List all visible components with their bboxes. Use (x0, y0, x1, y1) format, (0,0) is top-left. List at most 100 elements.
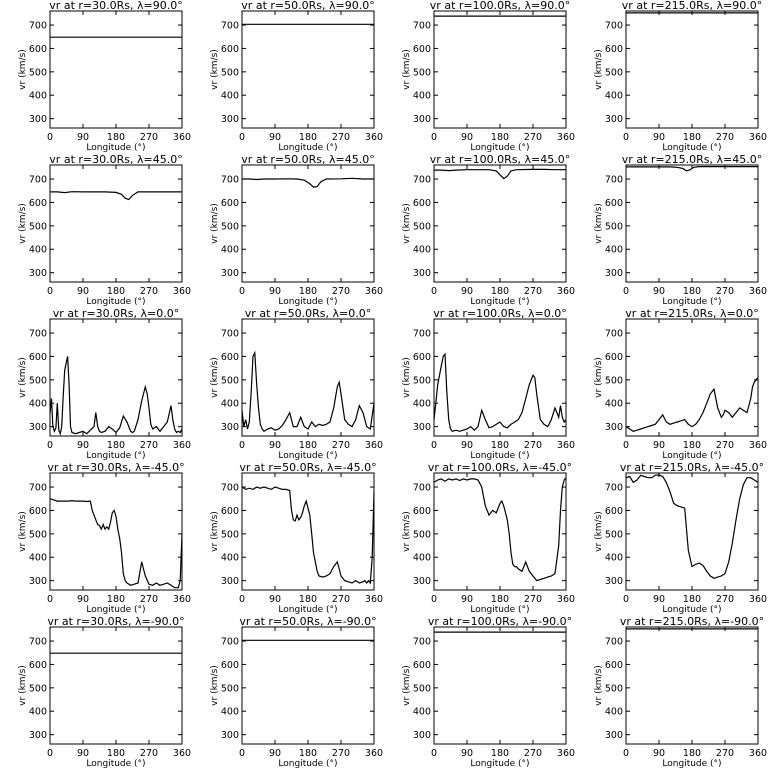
y-tick-label: 500 (221, 221, 239, 232)
x-tick-label: 0 (431, 286, 437, 297)
y-axis-label: vr (km/s) (402, 357, 412, 398)
plot-frame (625, 626, 759, 745)
plot-frame (241, 318, 375, 437)
y-tick-label: 700 (29, 329, 47, 340)
x-tick-label: 270 (332, 748, 350, 759)
plot-frame (49, 472, 183, 591)
y-tick-label: 500 (605, 221, 623, 232)
x-tick-label: 360 (749, 748, 767, 759)
x-tick-label: 270 (524, 132, 542, 143)
y-tick-label: 500 (29, 221, 47, 232)
y-axis-label: vr (km/s) (18, 49, 28, 90)
y-tick-label: 700 (221, 175, 239, 186)
x-tick-label: 360 (365, 594, 383, 605)
plot-frame (241, 10, 375, 129)
chart-title: vr at r=30.0Rs, λ=45.0° (49, 153, 182, 166)
y-tick-label: 300 (413, 730, 431, 741)
x-tick-label: 270 (716, 440, 734, 451)
plot-frame (241, 472, 375, 591)
y-tick-label: 500 (413, 221, 431, 232)
x-tick-label: 270 (140, 748, 158, 759)
y-tick-label: 500 (29, 529, 47, 540)
x-tick-label: 360 (365, 286, 383, 297)
plot-frame (433, 318, 567, 437)
y-tick-label: 400 (29, 553, 47, 564)
plot-frame (49, 10, 183, 129)
y-tick-label: 400 (605, 245, 623, 256)
x-tick-label: 270 (524, 748, 542, 759)
x-tick-label: 90 (77, 286, 89, 297)
x-tick-label: 90 (653, 440, 665, 451)
chart-panel: vr at r=100.0Rs, λ=90.0° 0 90 180 270 360 300 4… (402, 0, 575, 153)
x-tick-label: 270 (524, 440, 542, 451)
y-tick-label: 500 (29, 67, 47, 78)
x-tick-label: 360 (749, 594, 767, 605)
y-tick-label: 400 (605, 399, 623, 410)
x-tick-label: 180 (107, 440, 125, 451)
y-axis-label: vr (km/s) (594, 357, 604, 398)
x-tick-label: 0 (239, 286, 245, 297)
y-tick-label: 300 (413, 268, 431, 279)
plot-frame (49, 626, 183, 745)
x-tick-label: 360 (557, 748, 575, 759)
x-tick-label: 0 (623, 132, 629, 143)
y-tick-label: 700 (221, 483, 239, 494)
x-tick-label: 360 (557, 594, 575, 605)
x-axis-label: Longitude (°) (278, 143, 337, 153)
chart-panel: vr at r=30.0Rs, λ=0.0° 0 90 180 270 360 300 400… (18, 307, 191, 461)
chart-panel: vr at r=100.0Rs, λ=-90.0° 0 90 180 270 360 300… (402, 615, 575, 769)
x-tick-label: 270 (140, 594, 158, 605)
x-tick-label: 90 (77, 594, 89, 605)
x-tick-label: 270 (332, 440, 350, 451)
y-axis-label: vr (km/s) (402, 665, 412, 706)
y-tick-label: 400 (29, 91, 47, 102)
y-tick-label: 700 (29, 637, 47, 648)
y-tick-label: 400 (221, 553, 239, 564)
x-axis-label: Longitude (°) (662, 297, 721, 307)
y-axis-label: vr (km/s) (402, 511, 412, 552)
y-tick-label: 400 (221, 399, 239, 410)
series-line (625, 474, 759, 579)
y-tick-label: 700 (221, 21, 239, 32)
x-tick-label: 360 (749, 440, 767, 451)
y-tick-label: 500 (221, 683, 239, 694)
x-tick-label: 180 (683, 132, 701, 143)
y-tick-label: 500 (605, 375, 623, 386)
y-axis-label: vr (km/s) (18, 357, 28, 398)
y-axis-label: vr (km/s) (18, 511, 28, 552)
y-tick-label: 300 (413, 576, 431, 587)
chart-panel: vr at r=100.0Rs, λ=45.0° 0 90 180 270 360 300 4… (402, 153, 575, 307)
y-tick-label: 600 (221, 660, 239, 671)
plot-frame (433, 472, 567, 591)
y-tick-label: 700 (413, 21, 431, 32)
x-tick-label: 90 (77, 440, 89, 451)
y-axis-label: vr (km/s) (594, 203, 604, 244)
plot-frame (625, 164, 759, 283)
y-axis-label: vr (km/s) (210, 665, 220, 706)
y-tick-label: 500 (605, 683, 623, 694)
x-tick-label: 270 (524, 286, 542, 297)
y-axis-label: vr (km/s) (210, 203, 220, 244)
chart-title: vr at r=215.0Rs, λ=-90.0° (620, 615, 764, 628)
y-tick-label: 600 (413, 44, 431, 55)
y-tick-label: 300 (221, 114, 239, 125)
x-tick-label: 360 (557, 440, 575, 451)
x-tick-label: 180 (299, 594, 317, 605)
y-tick-label: 300 (29, 268, 47, 279)
x-tick-label: 90 (461, 594, 473, 605)
y-axis-label: vr (km/s) (402, 203, 412, 244)
x-tick-label: 360 (365, 440, 383, 451)
y-axis-label: vr (km/s) (594, 49, 604, 90)
y-tick-label: 300 (221, 730, 239, 741)
chart-title: vr at r=30.0Rs, λ=0.0° (53, 307, 179, 320)
x-axis-label: Longitude (°) (86, 759, 145, 768)
y-tick-label: 300 (605, 730, 623, 741)
y-axis-label: vr (km/s) (210, 511, 220, 552)
x-axis-label: Longitude (°) (86, 451, 145, 461)
y-tick-label: 400 (29, 245, 47, 256)
x-axis-label: Longitude (°) (86, 605, 145, 615)
y-tick-label: 600 (29, 44, 47, 55)
x-tick-label: 90 (269, 594, 281, 605)
x-tick-label: 180 (299, 748, 317, 759)
series-line (625, 377, 759, 432)
